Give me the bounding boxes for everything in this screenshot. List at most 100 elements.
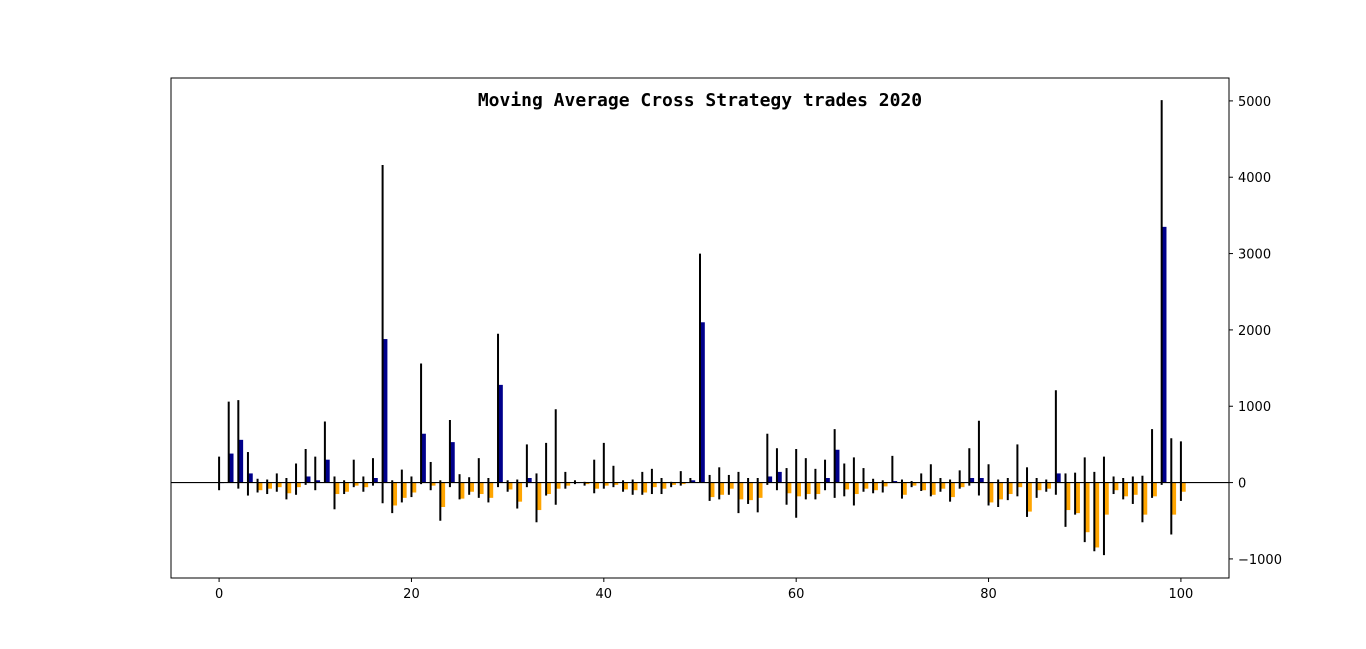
trade-bar-13 [344, 482, 349, 492]
trade-bar-36 [565, 482, 571, 486]
trade-bar-47 [671, 482, 676, 485]
trade-ranges [218, 100, 1182, 556]
trade-bar-28 [488, 482, 494, 498]
trade-bar-32 [526, 478, 532, 483]
trade-bar-59 [786, 482, 792, 494]
trade-bar-16 [372, 478, 378, 483]
trade-bar-77 [959, 482, 965, 488]
trade-bar-33 [536, 482, 542, 511]
trade-bar-26 [469, 482, 474, 492]
trade-bar-87 [1055, 473, 1061, 483]
x-tick-label: 80 [980, 587, 997, 602]
trade-bar-67 [863, 482, 869, 489]
trade-bar-19 [401, 482, 407, 498]
trade-bar-15 [363, 482, 369, 488]
trade-bar-95 [1132, 482, 1138, 495]
trade-bar-75 [940, 482, 946, 489]
trade-bar-73 [921, 482, 927, 491]
trade-bar-92 [1103, 482, 1109, 515]
trade-bar-40 [603, 482, 609, 486]
x-axis: 0 20 40 60 80 100 [215, 578, 1193, 602]
trade-bar-17 [382, 339, 388, 483]
trade-bar-21 [421, 433, 426, 483]
trade-bar-11 [324, 459, 330, 483]
trade-bar-49 [690, 480, 696, 483]
chart-title: Moving Average Cross Strategy trades 202… [478, 90, 922, 111]
y-tick-label: 5000 [1238, 95, 1271, 110]
trade-bar-91 [1094, 482, 1100, 548]
trade-bar-45 [651, 482, 657, 488]
y-axis: −1000 0 1000 2000 3000 4000 5000 [1229, 95, 1282, 568]
trade-bar-69 [882, 482, 888, 487]
trade-bar-100 [1180, 482, 1186, 492]
trade-bar-51 [709, 482, 715, 498]
trade-bar-66 [853, 482, 859, 495]
trade-bar-78 [969, 478, 975, 483]
trade-bar-12 [334, 482, 340, 495]
trade-bar-24 [449, 442, 455, 483]
trade-bar-1 [228, 453, 234, 483]
trade-bar-99 [1171, 482, 1177, 515]
trade-bar-52 [719, 482, 725, 495]
x-tick-label: 20 [403, 587, 420, 602]
trade-bar-94 [1123, 482, 1129, 497]
trade-bar-80 [988, 482, 994, 503]
trade-bar-54 [738, 482, 744, 500]
trade-bar-14 [353, 482, 359, 486]
trade-bar-2 [238, 439, 244, 483]
x-tick-label: 40 [596, 587, 613, 602]
trade-bar-63 [825, 478, 830, 483]
trade-bar-23 [440, 482, 446, 508]
trade-bar-41 [613, 482, 619, 485]
trade-bar-3 [247, 473, 253, 483]
trade-bar-56 [757, 482, 763, 498]
trade-bars [219, 226, 1186, 548]
trade-bar-4 [257, 482, 263, 491]
trade-bar-97 [1152, 482, 1157, 497]
trade-bar-89 [1075, 482, 1080, 514]
trade-bar-43 [632, 482, 638, 491]
trade-bar-7 [286, 482, 292, 494]
trade-bar-72 [911, 482, 917, 486]
trade-bar-46 [661, 482, 667, 489]
trade-bar-86 [1046, 482, 1052, 489]
trade-bar-53 [728, 482, 734, 489]
trade-bar-50 [700, 322, 705, 483]
trade-bar-81 [998, 482, 1003, 500]
trade-bar-68 [873, 482, 878, 491]
trade-bar-85 [1036, 482, 1042, 491]
trade-bar-61 [805, 482, 811, 495]
y-tick-label: 1000 [1238, 400, 1271, 415]
trade-bar-34 [546, 482, 551, 495]
trade-bar-64 [834, 449, 840, 483]
trade-bar-62 [815, 482, 821, 495]
trade-bar-93 [1113, 482, 1119, 491]
trade-bar-9 [305, 476, 311, 483]
trade-bar-44 [642, 482, 648, 493]
trade-bar-6 [276, 482, 282, 488]
x-tick-label: 0 [215, 587, 223, 602]
trade-bar-83 [1017, 482, 1023, 488]
trade-bar-96 [1142, 482, 1148, 515]
trade-bar-42 [623, 482, 628, 490]
trade-bar-79 [978, 478, 984, 483]
trade-bar-22 [430, 482, 436, 486]
y-tick-label: 3000 [1238, 248, 1271, 263]
plot-frame [170, 77, 1230, 579]
trade-bar-27 [478, 482, 484, 495]
trade-bar-18 [392, 482, 398, 506]
trade-bar-35 [555, 482, 561, 489]
trade-bar-30 [507, 482, 513, 490]
y-tick-label: −1000 [1238, 553, 1282, 568]
x-tick-label: 60 [788, 587, 805, 602]
trade-bar-10 [315, 480, 321, 483]
trade-bar-5 [267, 482, 272, 489]
trade-bar-55 [748, 482, 753, 501]
trade-bar-31 [517, 482, 523, 502]
trade-bar-74 [930, 482, 936, 495]
y-tick-label: 4000 [1238, 171, 1271, 186]
y-tick-label: 0 [1238, 477, 1246, 492]
trade-bar-98 [1161, 226, 1167, 483]
trade-bar-38 [584, 482, 590, 485]
